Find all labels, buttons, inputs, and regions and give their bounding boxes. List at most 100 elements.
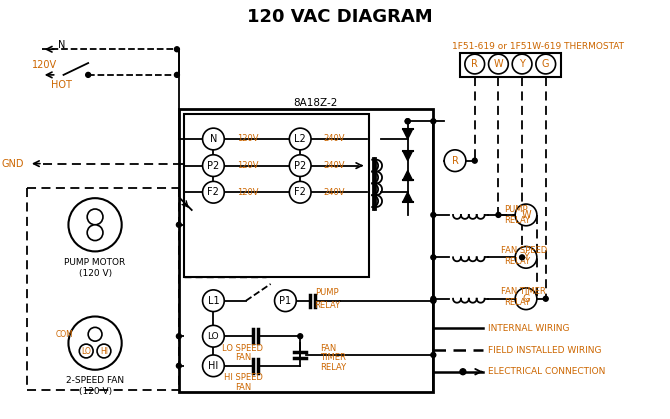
Circle shape [431,296,436,301]
Text: PUMP MOTOR: PUMP MOTOR [64,258,126,267]
Text: F2: F2 [208,187,219,197]
Text: 120V: 120V [237,161,259,170]
Circle shape [460,369,466,375]
Circle shape [202,355,224,377]
Circle shape [68,198,122,251]
Polygon shape [403,171,413,181]
Text: FAN: FAN [235,383,251,392]
Circle shape [202,326,224,347]
Text: R: R [452,156,458,166]
Circle shape [465,54,484,74]
Circle shape [176,222,182,227]
Text: FAN: FAN [235,353,251,362]
Text: HI: HI [208,361,218,371]
Text: ELECTRICAL CONNECTION: ELECTRICAL CONNECTION [488,367,605,376]
Text: LO SPEED: LO SPEED [222,344,263,352]
Text: PUMP: PUMP [505,205,528,215]
Text: G: G [542,59,549,69]
Text: 120 VAC DIAGRAM: 120 VAC DIAGRAM [247,8,432,26]
Text: 120V: 120V [32,60,57,70]
Text: (120 V): (120 V) [78,387,112,396]
Circle shape [86,72,90,78]
Text: FIELD INSTALLED WIRING: FIELD INSTALLED WIRING [488,346,601,354]
Circle shape [289,128,311,150]
Text: 1F51-619 or 1F51W-619 THERMOSTAT: 1F51-619 or 1F51W-619 THERMOSTAT [452,42,624,51]
Circle shape [431,119,436,124]
Circle shape [431,255,436,260]
Circle shape [444,150,466,171]
Bar [460,53,561,77]
Circle shape [174,47,180,52]
Text: FAN SPEED: FAN SPEED [501,246,547,255]
Text: P1: P1 [279,296,291,306]
Circle shape [543,296,548,301]
Circle shape [520,255,525,260]
Circle shape [536,54,555,74]
Text: P2: P2 [294,160,306,171]
Circle shape [289,181,311,203]
Text: Y: Y [523,252,529,262]
Circle shape [515,246,537,268]
Text: 120V: 120V [237,134,259,143]
Circle shape [431,298,436,303]
Circle shape [472,158,477,163]
Text: 240V: 240V [324,134,345,143]
Text: 240V: 240V [324,188,345,197]
Text: G: G [523,294,530,304]
Bar [179,109,433,393]
Circle shape [202,155,224,176]
Circle shape [202,181,224,203]
Text: (120 V): (120 V) [78,269,112,278]
Text: 8A18Z-2: 8A18Z-2 [293,98,337,108]
Text: N: N [210,134,217,144]
Text: TIMER: TIMER [320,353,346,362]
Text: P2: P2 [207,160,220,171]
Circle shape [431,298,436,303]
Text: RELAY: RELAY [314,301,340,310]
Circle shape [88,327,102,341]
Circle shape [174,72,180,78]
Text: RELAY: RELAY [320,363,346,372]
Circle shape [488,54,509,74]
Polygon shape [403,151,413,160]
Circle shape [512,54,532,74]
Text: R: R [471,59,478,69]
Circle shape [405,119,410,124]
Circle shape [87,225,103,241]
Text: RELAY: RELAY [505,298,531,307]
Text: 240V: 240V [324,161,345,170]
Circle shape [431,352,436,357]
Text: Y: Y [519,59,525,69]
Text: W: W [494,59,503,69]
Circle shape [176,363,182,368]
Circle shape [79,344,93,358]
Text: 2-SPEED FAN: 2-SPEED FAN [66,376,124,385]
Circle shape [405,119,410,124]
Circle shape [289,155,311,176]
Text: W: W [521,210,531,220]
Polygon shape [403,192,413,202]
Text: HI SPEED: HI SPEED [224,373,263,382]
Text: HI: HI [100,347,108,355]
Circle shape [515,204,537,226]
Text: LO: LO [208,332,219,341]
Circle shape [176,334,182,339]
Text: F2: F2 [294,187,306,197]
Text: L2: L2 [294,134,306,144]
Text: FAN TIMER: FAN TIMER [501,287,546,296]
Circle shape [202,128,224,150]
Text: L1: L1 [208,296,219,306]
Circle shape [515,288,537,310]
Circle shape [68,316,122,370]
Text: 120V: 120V [237,188,259,197]
Text: N: N [58,40,65,50]
Text: LO: LO [81,347,91,355]
Bar [184,114,369,277]
Text: PUMP: PUMP [315,288,338,297]
Text: INTERNAL WIRING: INTERNAL WIRING [488,324,569,333]
Text: RELAY: RELAY [505,216,531,225]
Polygon shape [403,129,413,139]
Circle shape [97,344,111,358]
Circle shape [297,334,303,339]
Circle shape [87,209,103,225]
